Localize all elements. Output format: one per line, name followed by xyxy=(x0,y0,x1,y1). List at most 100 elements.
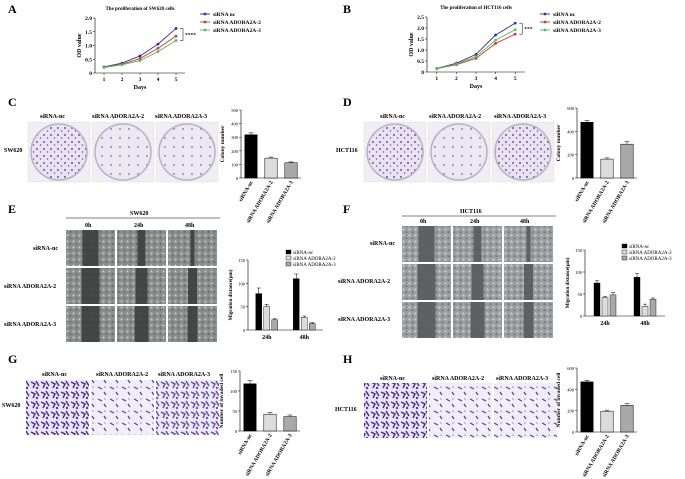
series-point xyxy=(474,53,478,56)
d-header-r2: siRNA ADORA2A-2 xyxy=(429,114,481,120)
panel-label-h: H xyxy=(343,352,353,366)
y-tick-label: 0.5 xyxy=(85,57,92,63)
bar-1 xyxy=(580,381,594,433)
x-tick-label: 5 xyxy=(514,76,517,82)
invasion-image-h3 xyxy=(494,383,557,438)
series-point xyxy=(156,42,160,46)
legend-marker xyxy=(203,12,207,16)
legend-swatch xyxy=(285,249,292,255)
y-tick-label: 100 xyxy=(575,270,583,275)
wound-image-r1-c2 xyxy=(453,226,502,262)
series-point xyxy=(435,67,439,71)
bar xyxy=(271,319,278,331)
y-tick-label: 50 xyxy=(578,292,583,297)
dish-image-c2 xyxy=(94,123,152,181)
wound-image-r2-c1 xyxy=(66,268,115,304)
bar-2 xyxy=(600,410,614,433)
g-cell-line: SW620 xyxy=(2,403,20,409)
dish-image-d2 xyxy=(430,123,488,181)
e-row-nc: siRNA-nc xyxy=(33,246,58,252)
wound-image-r2-c3 xyxy=(168,268,217,304)
legend-label: siRNA ADORA2A-3 xyxy=(213,28,261,34)
bar-3 xyxy=(620,405,634,433)
series-point xyxy=(174,27,178,30)
legend-label: siRNA-nc xyxy=(629,245,650,250)
series-line-1 xyxy=(436,22,516,69)
h-header-nc: siRNA-nc xyxy=(380,376,405,382)
bar-3 xyxy=(284,162,298,179)
legend-marker xyxy=(203,28,207,32)
y-tick-label: 500 xyxy=(231,108,239,113)
legend-label: siRNA ADORA2A-2 xyxy=(213,20,261,26)
x-tick-label: 24h xyxy=(262,335,272,341)
series-point xyxy=(494,42,497,45)
x-tick-label: siRNA-nc xyxy=(574,180,591,203)
y-axis-label: OD value xyxy=(409,32,415,57)
legend-label: siRNA ADORA2A-3 xyxy=(553,28,601,34)
x-tick-label: siRNA-nc xyxy=(574,434,591,457)
bar xyxy=(593,282,601,317)
series-point xyxy=(138,54,142,58)
y-tick-label: 1.0 xyxy=(85,44,92,50)
bar-2 xyxy=(600,158,614,179)
y-axis-label: Number of invaded cell xyxy=(219,373,225,428)
e-cell-line: SW620 xyxy=(130,211,148,217)
legend-label: siRNA ADORA2A-2 xyxy=(293,257,336,262)
sig-stars: *** xyxy=(524,27,533,33)
wound-image-r1-c1 xyxy=(66,230,115,266)
legend-label: siRNA-nc xyxy=(293,251,314,256)
chart-b-proliferation-hct116: The proliferation of HCT116 cells 0 0.5 1.0… xyxy=(409,6,601,90)
dish-image-d3 xyxy=(494,123,552,181)
series-line-3 xyxy=(103,40,177,68)
wound-image-r3-c2 xyxy=(117,306,166,342)
h-cell-line: HCT116 xyxy=(335,407,357,413)
legend-label: siRNA ADORA2A-2 xyxy=(553,20,601,26)
d-header-r3: siRNA ADORA2A-3 xyxy=(494,114,546,120)
wound-image-r1-c1 xyxy=(402,226,451,262)
bar-2 xyxy=(263,413,277,432)
y-tick-label: 600 xyxy=(567,106,575,111)
x-axis-label: Days xyxy=(134,85,147,91)
bar-2 xyxy=(264,157,278,179)
panel-e-wound-images: SW620 0h 24h 48h siRNA-nc siRNA ADORA2A-… xyxy=(4,211,220,342)
y-tick-label: 200 xyxy=(567,153,575,158)
series-point xyxy=(494,38,497,42)
x-tick-label: 48h xyxy=(640,321,650,327)
f-row-nc: siRNA-nc xyxy=(370,241,395,247)
y-tick-label: 2.5 xyxy=(417,15,424,21)
bar-3 xyxy=(620,143,634,179)
sig-bracket xyxy=(180,28,184,41)
y-tick-label: 1.0 xyxy=(417,48,424,54)
y-axis-label: Colony number xyxy=(220,125,226,162)
x-tick-label: 4 xyxy=(494,76,497,82)
bar xyxy=(309,323,316,331)
y-tick-label: 0 xyxy=(572,430,575,435)
legend-label: siRNA nc xyxy=(553,12,576,18)
panel-label-f: F xyxy=(343,202,350,216)
y-tick-label: 100 xyxy=(231,162,239,167)
dish-image-c3 xyxy=(158,123,216,181)
wound-image-r3-c3 xyxy=(504,302,553,338)
e-row-r2: siRNA ADORA2A-2 xyxy=(4,284,56,290)
y-axis-label: OD value xyxy=(77,33,83,58)
e-time-48h: 48h xyxy=(185,223,195,229)
c-header-r3: siRNA ADORA2A-3 xyxy=(155,114,207,120)
x-tick-label: siRNA-nc xyxy=(238,180,255,203)
h-header-r2: siRNA ADORA2A-2 xyxy=(432,376,484,382)
e-time-0h: 0h xyxy=(85,223,92,229)
bar xyxy=(263,306,270,331)
c-cell-line: SW620 xyxy=(4,148,22,154)
x-tick-label: 4 xyxy=(157,77,160,83)
legend-label: siRNA ADORA2A-2 xyxy=(629,251,672,256)
series-point xyxy=(156,50,160,53)
wound-image-r2-c3 xyxy=(504,264,553,300)
wound-image-r1-c3 xyxy=(168,230,217,266)
series-point xyxy=(474,55,478,58)
panel-label-a: A xyxy=(8,2,17,16)
x-tick-label: 2 xyxy=(455,76,458,82)
wound-image-r3-c1 xyxy=(402,302,451,338)
series-line-3 xyxy=(436,29,516,70)
bar xyxy=(301,317,308,331)
